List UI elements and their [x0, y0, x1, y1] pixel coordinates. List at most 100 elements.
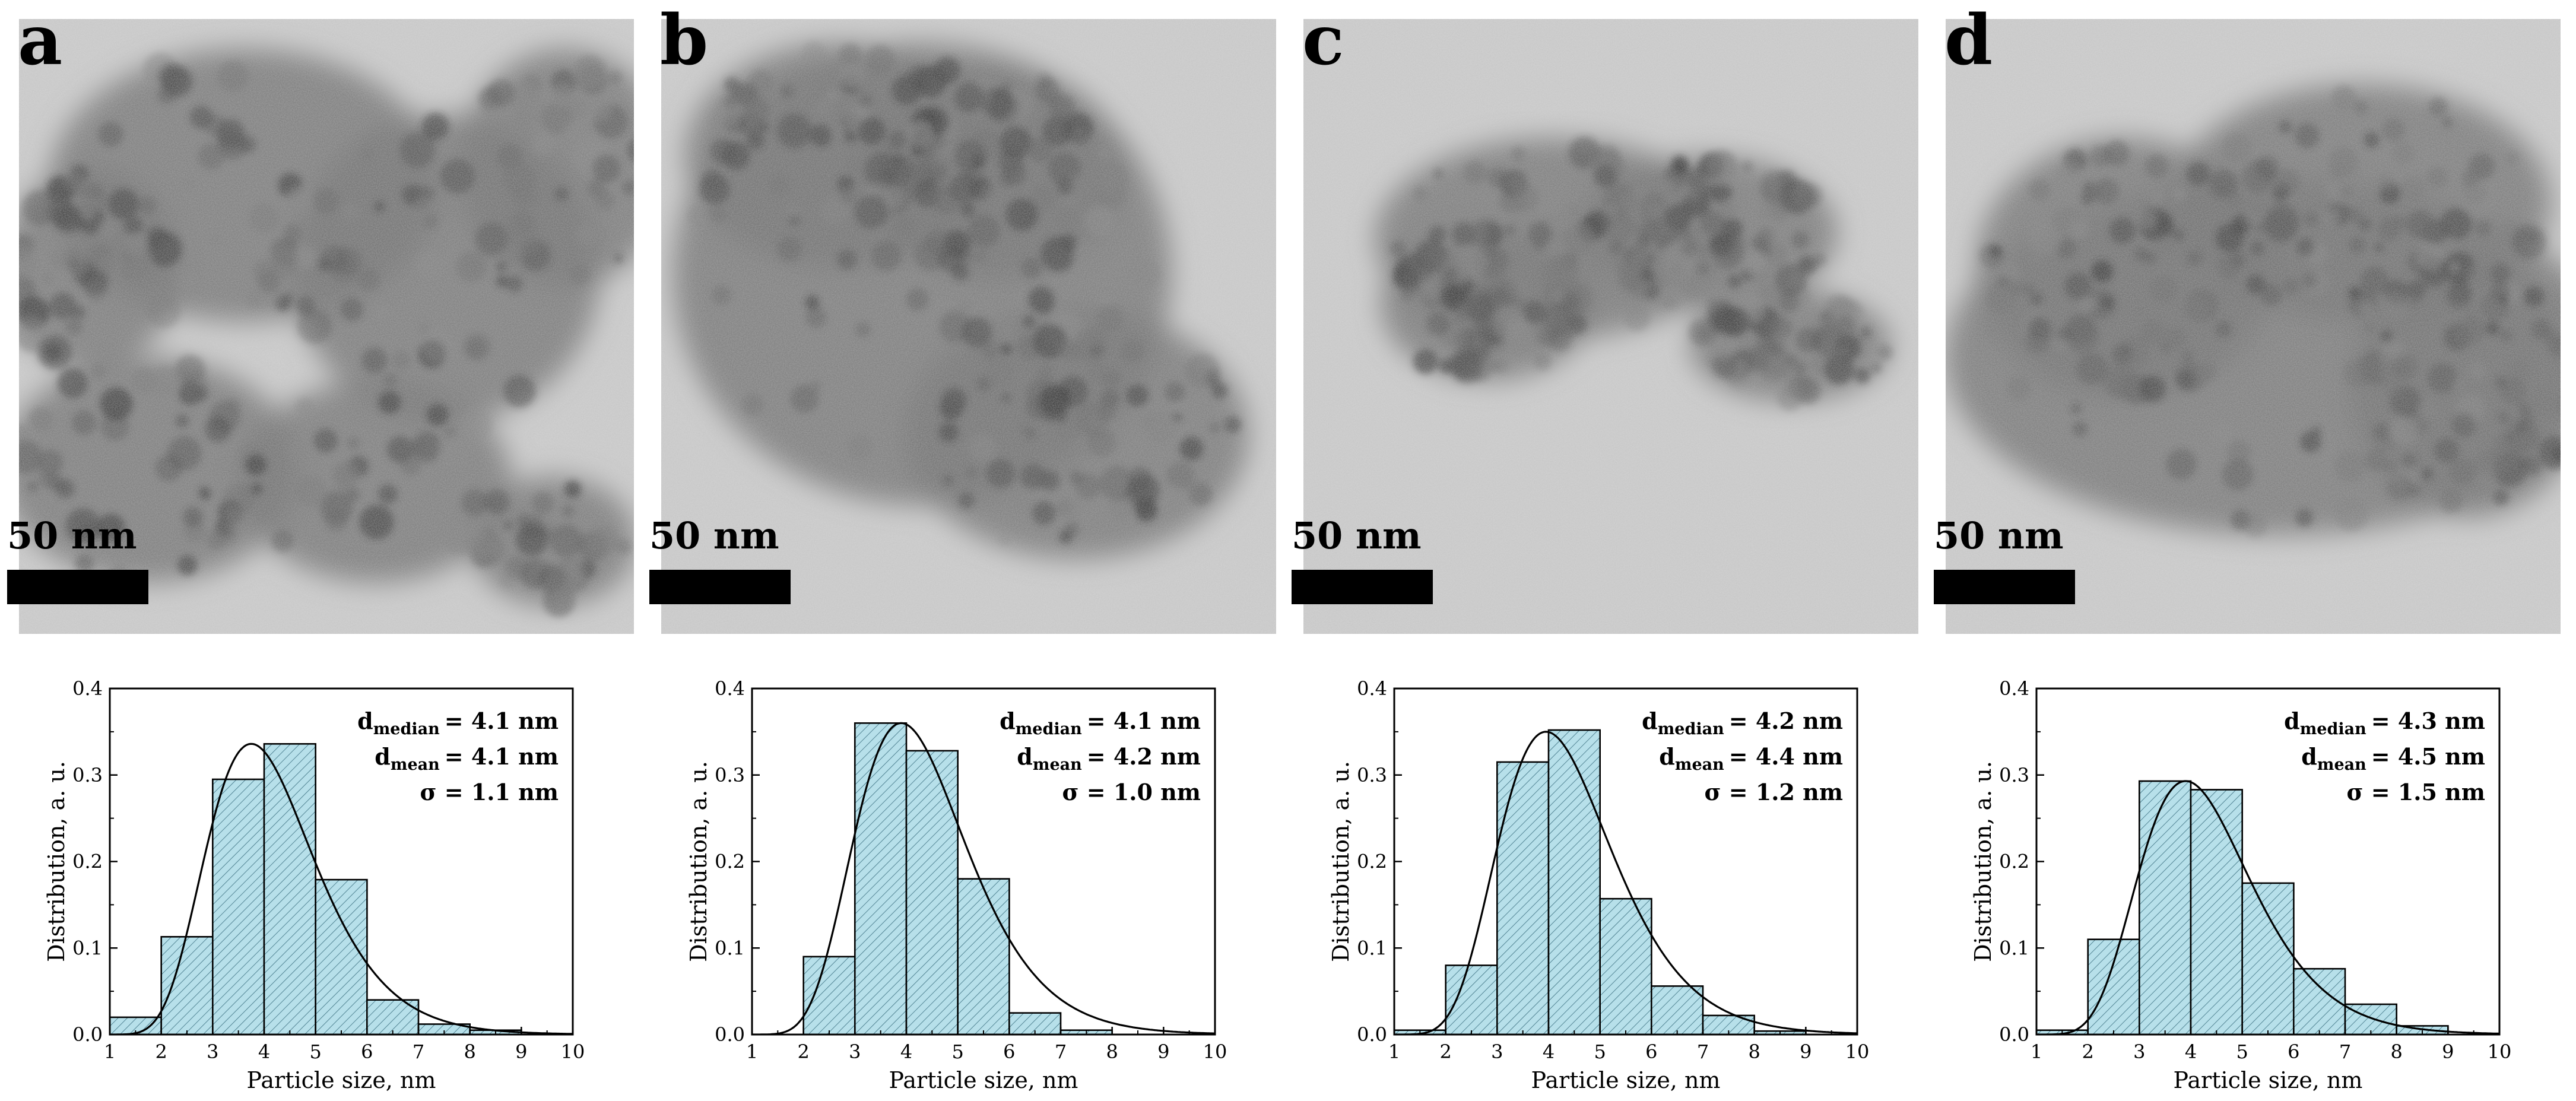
x-tick-label: 9 — [1157, 1040, 1169, 1063]
x-tick-label: 8 — [464, 1040, 475, 1063]
histogram-bar — [1547, 729, 1601, 1036]
histogram-chart: 1 2 3 4 5 6 7 8 9 10 0.0 0.1 0.2 0.3 0.4 Particle size,… — [1970, 677, 2512, 1093]
scale-bar — [1934, 570, 2075, 604]
stat-annotation: dmedian = 4.1 nm — [1000, 707, 1201, 738]
x-tick-label: 1 — [104, 1040, 116, 1063]
x-tick-label: 4 — [900, 1040, 912, 1063]
tem-micrograph — [1303, 19, 1918, 634]
tem-micrograph — [19, 19, 634, 634]
histogram-bar — [211, 778, 265, 1036]
stat-annotation: σ = 1.2 nm — [1705, 779, 1844, 805]
histogram-bar — [2138, 780, 2192, 1036]
scale-bar — [649, 570, 791, 604]
tem-micrograph — [1946, 19, 2561, 634]
panel-a: a 50 nm 1 2 3 4 5 6 7 8 9 10 0.0 0.1 0.2 0.3 0.4 Partic… — [0, 0, 642, 1101]
histogram-bar — [1599, 897, 1652, 1036]
x-tick-label: 9 — [1800, 1040, 1812, 1063]
stat-annotation: σ = 1.0 nm — [1062, 779, 1201, 805]
y-tick-label: 0.1 — [1999, 937, 2029, 959]
x-tick-label: 9 — [515, 1040, 527, 1063]
stat-annotation: σ = 1.1 nm — [420, 779, 559, 805]
y-tick-label: 0.3 — [1999, 764, 2029, 786]
x-tick-label: 3 — [2133, 1040, 2145, 1063]
x-tick-label: 6 — [2288, 1040, 2299, 1063]
x-tick-label: 10 — [2488, 1040, 2512, 1063]
x-tick-label: 5 — [2236, 1040, 2248, 1063]
y-tick-label: 0.0 — [1357, 1023, 1387, 1046]
histogram-bar — [1496, 761, 1550, 1036]
histogram-bar — [1650, 985, 1704, 1036]
y-tick-label: 0.3 — [1357, 764, 1387, 786]
x-tick-label: 2 — [2082, 1040, 2093, 1063]
x-tick-label: 9 — [2442, 1040, 2454, 1063]
stat-annotation: dmean = 4.1 nm — [375, 743, 559, 774]
y-axis-label: Distribution, a. u. — [1970, 761, 1996, 962]
histogram-bar — [2344, 1003, 2397, 1036]
y-tick-label: 0.4 — [1357, 677, 1387, 700]
scale-bar-label: 50 nm — [649, 514, 779, 557]
x-tick-label: 6 — [1645, 1040, 1657, 1063]
x-tick-label: 5 — [1594, 1040, 1606, 1063]
stat-annotation: dmean = 4.4 nm — [1659, 743, 1843, 774]
y-axis-label: Distribution, a. u. — [43, 761, 69, 962]
x-tick-label: 8 — [1106, 1040, 1118, 1063]
x-tick-label: 5 — [309, 1040, 321, 1063]
x-tick-label: 3 — [207, 1040, 218, 1063]
x-tick-label: 2 — [155, 1040, 167, 1063]
x-tick-label: 8 — [2390, 1040, 2402, 1063]
scale-bar — [7, 570, 148, 604]
panel-label: a — [18, 0, 63, 81]
histogram-bar — [2087, 938, 2140, 1036]
panel-label: c — [1302, 0, 1344, 81]
y-tick-label: 0.2 — [715, 851, 745, 873]
x-tick-label: 2 — [797, 1040, 809, 1063]
y-tick-label: 0.1 — [72, 937, 103, 959]
x-axis-label: Particle size, nm — [1531, 1067, 1721, 1093]
scale-bar-label: 50 nm — [1934, 514, 2064, 557]
histogram-bar — [854, 722, 908, 1036]
histogram-bar — [905, 750, 959, 1036]
y-tick-label: 0.4 — [72, 677, 103, 700]
x-tick-label: 7 — [1055, 1040, 1067, 1063]
x-tick-label: 5 — [951, 1040, 963, 1063]
y-tick-label: 0.2 — [72, 851, 103, 873]
y-tick-label: 0.2 — [1357, 851, 1387, 873]
histogram-bar — [802, 956, 856, 1036]
y-tick-label: 0.0 — [1999, 1023, 2029, 1046]
x-tick-label: 1 — [746, 1040, 758, 1063]
panel-label: d — [1944, 0, 1993, 81]
histogram-bar — [263, 743, 316, 1036]
x-tick-label: 10 — [1845, 1040, 1870, 1063]
x-tick-label: 7 — [413, 1040, 424, 1063]
histogram-bar — [315, 878, 368, 1036]
scale-bar — [1292, 570, 1433, 604]
y-tick-label: 0.0 — [72, 1023, 103, 1046]
x-tick-label: 1 — [1388, 1040, 1400, 1063]
y-axis-label: Distribution, a. u. — [686, 761, 712, 962]
stat-annotation: dmedian = 4.2 nm — [1642, 707, 1843, 738]
histogram-bar — [2292, 967, 2346, 1036]
x-axis-label: Particle size, nm — [2174, 1067, 2363, 1093]
x-tick-label: 6 — [1003, 1040, 1015, 1063]
histogram-bar — [957, 878, 1010, 1036]
y-tick-label: 0.1 — [1357, 937, 1387, 959]
stat-annotation: σ = 1.5 nm — [2347, 779, 2486, 805]
fit-curve — [2036, 780, 2499, 1035]
y-tick-label: 0.4 — [1999, 677, 2029, 700]
panel-b: b 50 nm 1 2 3 4 5 6 7 8 9 10 0.0 0.1 0.2 0.3 0.4 Partic… — [642, 0, 1284, 1101]
fit-curve — [1394, 731, 1857, 1035]
histogram-bar — [2190, 789, 2243, 1036]
stat-annotation: dmedian = 4.3 nm — [2284, 707, 2485, 738]
x-tick-label: 3 — [849, 1040, 861, 1063]
x-tick-label: 4 — [1543, 1040, 1555, 1063]
y-tick-label: 0.2 — [1999, 851, 2029, 873]
fit-curve — [752, 722, 1215, 1035]
stat-annotation: dmean = 4.5 nm — [2301, 743, 2485, 774]
x-axis-label: Particle size, nm — [889, 1067, 1078, 1093]
x-tick-label: 10 — [561, 1040, 585, 1063]
histogram-bar — [160, 935, 214, 1036]
y-tick-label: 0.0 — [715, 1023, 745, 1046]
scale-bar-label: 50 nm — [7, 514, 137, 557]
histogram-chart: 1 2 3 4 5 6 7 8 9 10 0.0 0.1 0.2 0.3 0.4 Particle size,… — [43, 677, 585, 1093]
